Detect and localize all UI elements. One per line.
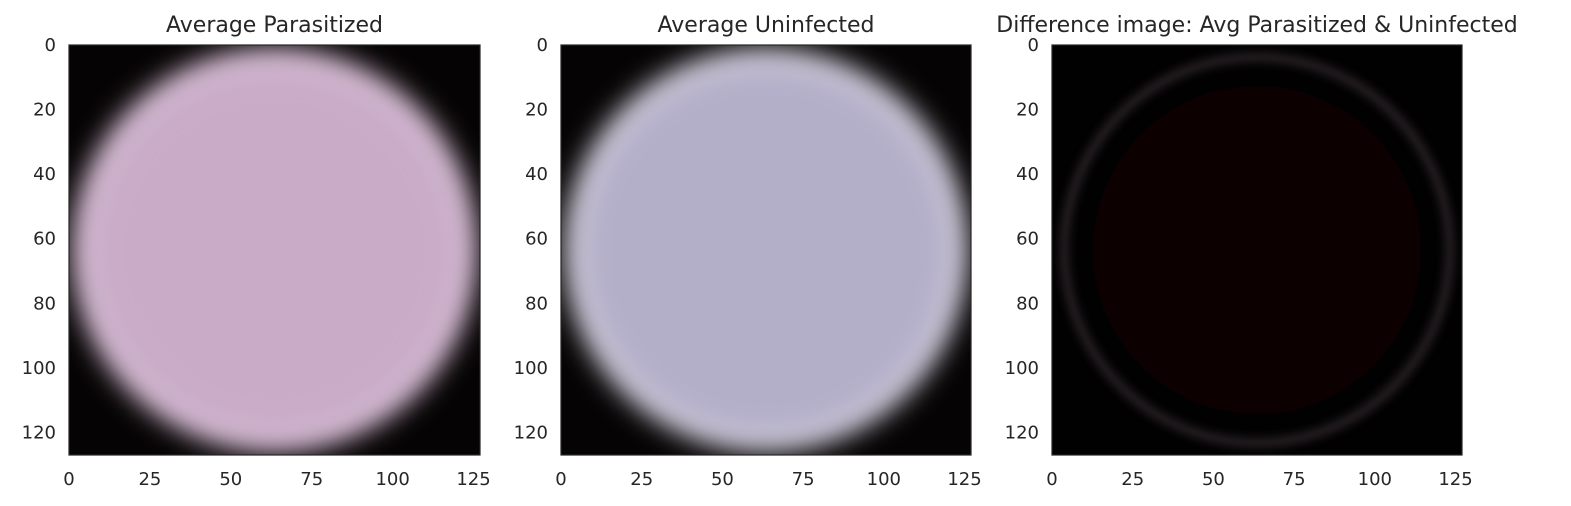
y-tick-label: 0 (537, 35, 548, 56)
y-tick-label: 0 (1028, 35, 1039, 56)
x-tick-label: 100 (375, 469, 409, 490)
y-tick-label: 20 (525, 100, 548, 121)
y-tick-label: 20 (1016, 100, 1039, 121)
difference-ring (1061, 54, 1453, 446)
panel-3: Difference image: Avg Parasitized & Unin… (996, 13, 1517, 490)
x-tick-label: 50 (711, 469, 734, 490)
panel-1: Average Parasitized 0 25 50 75 100 125 0 20 40 60 8… (22, 13, 491, 490)
x-tick-label: 100 (1358, 469, 1392, 490)
y-tick-label: 60 (33, 229, 56, 250)
y-tick-label: 40 (33, 164, 56, 185)
y-tick-label: 0 (45, 35, 56, 56)
cell-body (89, 65, 460, 435)
y-tick-label: 120 (1005, 422, 1039, 443)
panel-title: Difference image: Avg Parasitized & Unin… (996, 13, 1517, 38)
y-tick-label: 80 (525, 293, 548, 314)
x-tick-label: 0 (555, 469, 566, 490)
y-tick-label: 60 (1016, 229, 1039, 250)
y-tick-label: 100 (1005, 358, 1039, 379)
x-tick-label: 75 (1283, 469, 1306, 490)
difference-center (1093, 86, 1421, 414)
panel-image-2 (561, 45, 971, 455)
y-tick-label: 80 (1016, 293, 1039, 314)
y-tick-label: 40 (525, 164, 548, 185)
panel-image-1 (69, 45, 480, 455)
panel-2: Average Uninfected 0 25 50 75 100 125 0 20 40 60 80… (514, 13, 982, 490)
y-tick-label: 100 (514, 358, 548, 379)
axes-frame (68, 44, 481, 456)
x-tick-label: 50 (1202, 469, 1225, 490)
cell-body (581, 65, 951, 435)
x-tick-label: 25 (630, 469, 653, 490)
x-tick-label: 125 (1438, 469, 1472, 490)
y-tick-label: 120 (22, 422, 56, 443)
x-tick-label: 125 (947, 469, 981, 490)
panel-image-3 (1052, 45, 1462, 455)
y-tick-label: 80 (33, 293, 56, 314)
x-tick-label: 25 (1121, 469, 1144, 490)
x-tick-label: 75 (300, 469, 323, 490)
x-tick-label: 75 (792, 469, 815, 490)
x-tick-label: 50 (219, 469, 242, 490)
x-tick-label: 100 (867, 469, 901, 490)
panel-title: Average Parasitized (166, 13, 383, 38)
axes-frame (560, 44, 972, 456)
axes-frame (1051, 44, 1463, 456)
x-tick-label: 0 (63, 469, 74, 490)
y-tick-label: 120 (514, 422, 548, 443)
y-tick-label: 100 (22, 358, 56, 379)
x-tick-label: 125 (456, 469, 490, 490)
y-tick-label: 20 (33, 100, 56, 121)
y-tick-label: 60 (525, 229, 548, 250)
y-tick-label: 40 (1016, 164, 1039, 185)
x-tick-label: 25 (138, 469, 161, 490)
x-tick-label: 0 (1046, 469, 1057, 490)
panel-title: Average Uninfected (658, 13, 875, 38)
